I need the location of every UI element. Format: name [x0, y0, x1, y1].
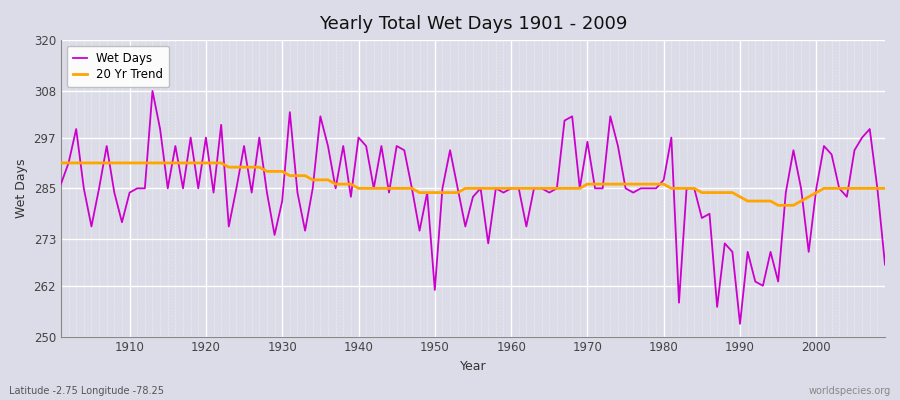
20 Yr Trend	[284, 173, 295, 178]
Wet Days	[117, 220, 128, 225]
Title: Yearly Total Wet Days 1901 - 2009: Yearly Total Wet Days 1901 - 2009	[319, 15, 627, 33]
20 Yr Trend	[506, 186, 517, 191]
20 Yr Trend	[598, 182, 608, 186]
Wet Days	[338, 144, 348, 148]
Text: Latitude -2.75 Longitude -78.25: Latitude -2.75 Longitude -78.25	[9, 386, 164, 396]
Wet Days	[734, 322, 745, 326]
20 Yr Trend	[773, 203, 784, 208]
20 Yr Trend	[498, 186, 508, 191]
X-axis label: Year: Year	[460, 360, 486, 373]
Text: worldspecies.org: worldspecies.org	[809, 386, 891, 396]
20 Yr Trend	[56, 160, 67, 165]
Line: 20 Yr Trend: 20 Yr Trend	[61, 163, 885, 205]
20 Yr Trend	[330, 182, 341, 186]
Wet Days	[56, 182, 67, 186]
20 Yr Trend	[879, 186, 890, 191]
Wet Days	[513, 186, 524, 191]
Line: Wet Days: Wet Days	[61, 91, 885, 324]
Wet Days	[879, 262, 890, 267]
Wet Days	[292, 190, 303, 195]
Wet Days	[506, 186, 517, 191]
Wet Days	[147, 88, 158, 93]
Legend: Wet Days, 20 Yr Trend: Wet Days, 20 Yr Trend	[67, 46, 169, 87]
Y-axis label: Wet Days: Wet Days	[15, 158, 28, 218]
Wet Days	[605, 114, 616, 119]
20 Yr Trend	[117, 160, 128, 165]
